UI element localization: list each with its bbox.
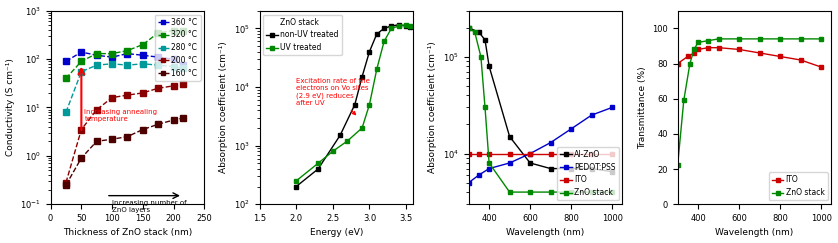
X-axis label: Thickness of ZnO stack (nm): Thickness of ZnO stack (nm) bbox=[63, 228, 192, 237]
Legend: ITO, ZnO stack: ITO, ZnO stack bbox=[768, 173, 828, 200]
Y-axis label: Absorption coefficient (cm⁻¹): Absorption coefficient (cm⁻¹) bbox=[220, 42, 228, 173]
Y-axis label: Conductivity (S cm⁻¹): Conductivity (S cm⁻¹) bbox=[6, 59, 14, 156]
Text: Increasing annealing
temperature: Increasing annealing temperature bbox=[85, 109, 158, 122]
X-axis label: Wavelength (nm): Wavelength (nm) bbox=[506, 228, 585, 237]
X-axis label: Wavelength (nm): Wavelength (nm) bbox=[716, 228, 794, 237]
X-axis label: Energy (eV): Energy (eV) bbox=[310, 228, 363, 237]
Legend: Al-ZnO, PEDOT:PSS, ITO, ZnO stack: Al-ZnO, PEDOT:PSS, ITO, ZnO stack bbox=[557, 147, 618, 200]
Legend: ZnO stack, non-UV treated, UV treated: ZnO stack, non-UV treated, UV treated bbox=[263, 15, 342, 55]
Y-axis label: Transmittance (%): Transmittance (%) bbox=[638, 66, 647, 149]
Text: Excitation rate of the
electrons on Vo sites
(2.9 eV) reduces
after UV: Excitation rate of the electrons on Vo s… bbox=[296, 78, 370, 114]
Y-axis label: Absorption coefficient (cm⁻¹): Absorption coefficient (cm⁻¹) bbox=[428, 42, 437, 173]
Text: Increasing number of
ZnO layers: Increasing number of ZnO layers bbox=[112, 200, 187, 213]
Legend: 360 °C, 320 °C, 280 °C, 200 °C, 160 °C: 360 °C, 320 °C, 280 °C, 200 °C, 160 °C bbox=[154, 15, 200, 81]
